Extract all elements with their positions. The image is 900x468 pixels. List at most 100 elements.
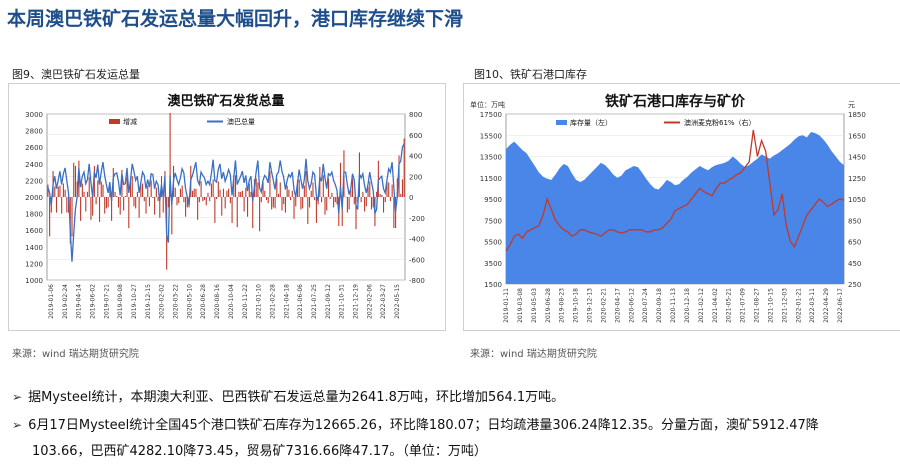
- bar-change: [352, 178, 354, 197]
- bar-change: [334, 197, 336, 203]
- bar-change: [326, 197, 328, 211]
- legend-label-total: 澳巴总量: [227, 117, 255, 126]
- x-tick-label: 2019-01-11: [503, 288, 510, 323]
- x-tick-label: 2020-02-02: [159, 284, 166, 319]
- bar-change: [109, 183, 111, 197]
- bar-change: [267, 197, 269, 204]
- bar-change: [336, 197, 338, 205]
- bar-change: [331, 192, 333, 197]
- x-tick-label: 2020-02-21: [600, 288, 607, 323]
- x-tick-label: 2021-10-31: [339, 284, 346, 319]
- bar-change: [152, 197, 154, 199]
- chart-title: 铁矿石港口库存与矿价: [605, 93, 746, 110]
- bar-change: [284, 197, 286, 213]
- y-left-tick-label: 2400: [25, 161, 43, 169]
- bar-change: [150, 180, 152, 197]
- bar-change: [233, 175, 235, 197]
- bar-change: [61, 197, 63, 214]
- y-right-tick-label: 1050: [848, 196, 866, 204]
- bar-change: [257, 182, 259, 197]
- bar-change: [169, 112, 171, 197]
- bar-change: [181, 185, 183, 197]
- bar-change: [197, 197, 199, 220]
- bar-change: [391, 184, 393, 197]
- y-left-tick-label: 1400: [25, 244, 43, 252]
- bar-change: [341, 197, 343, 227]
- bar-change: [105, 197, 107, 209]
- bar-change: [401, 179, 404, 197]
- bar-change: [314, 197, 316, 201]
- bar-change: [277, 193, 280, 197]
- x-tick-label: 2022-05-15: [394, 284, 401, 319]
- bar-change: [259, 197, 261, 232]
- x-tick-label: 2021-01-10: [256, 284, 263, 319]
- x-tick-label: 2020-05-10: [186, 284, 193, 319]
- bar-change: [364, 197, 366, 212]
- x-tick-label: 2020-04-17: [614, 288, 621, 323]
- x-tick-label: 2019-03-08: [517, 288, 524, 323]
- bar-change: [279, 182, 281, 197]
- bar-change: [393, 197, 395, 229]
- x-tick-label: 2020-09-18: [656, 288, 663, 323]
- bar-change: [262, 182, 264, 197]
- bar-change: [114, 191, 116, 197]
- y-left-tick-label: 13500: [480, 154, 502, 162]
- bar-change: [157, 197, 159, 202]
- bar-change: [365, 197, 367, 207]
- x-tick-label: 2020-11-22: [242, 284, 249, 319]
- area-inventory: [506, 132, 844, 284]
- x-tick-label: 2019-10-27: [131, 284, 138, 319]
- bar-change: [303, 185, 305, 197]
- bar-change: [236, 197, 238, 228]
- bar-change: [81, 183, 83, 197]
- bar-change: [295, 197, 297, 207]
- line-price: [505, 129, 845, 252]
- bullet-inventory: ➢ 6月17日Mysteel统计全国45个港口铁矿石库存为12665.26，环比降…: [12, 414, 819, 433]
- x-tick-label: 2022-04-29: [823, 288, 830, 323]
- bar-change: [221, 197, 223, 216]
- bar-change: [135, 197, 137, 209]
- bar-change: [202, 197, 204, 202]
- y-left-tick-label: 2000: [25, 194, 43, 202]
- legend-swatch-change: [109, 119, 120, 124]
- bar-change: [269, 171, 271, 197]
- y-left-tick-label: 1600: [25, 227, 43, 235]
- bar-change: [216, 197, 218, 200]
- bullet-inventory-cont: 103.66，巴西矿4282.10降73.45，贸易矿7316.66降47.17…: [32, 440, 487, 459]
- x-tick-label: 2021-04-02: [712, 288, 719, 323]
- bar-change: [240, 191, 242, 197]
- bar-change: [86, 191, 89, 197]
- x-tick-label: 2022-06-17: [837, 288, 844, 323]
- bar-change: [154, 197, 156, 215]
- arrow-bullet-icon: ➢: [12, 418, 23, 432]
- bar-change: [388, 182, 390, 197]
- bar-change: [228, 188, 230, 197]
- bar-change: [322, 175, 324, 197]
- x-tick-label: 2020-12-18: [684, 288, 691, 323]
- y-right-tick-label: -600: [409, 256, 425, 264]
- x-tick-label: 2020-08-16: [214, 284, 221, 319]
- bar-change: [193, 188, 195, 197]
- bar-change: [142, 183, 144, 197]
- bar-change: [229, 197, 231, 204]
- bar-change: [346, 197, 348, 213]
- bar-change: [369, 181, 371, 197]
- y-right-tick-label: 1850: [848, 111, 866, 119]
- chart-title: 澳巴铁矿石发货总量: [167, 93, 284, 109]
- bar-change: [159, 197, 161, 218]
- bar-change: [293, 197, 295, 219]
- bar-change: [310, 190, 312, 197]
- bar-change: [133, 197, 135, 207]
- legend-label-change: 增减: [123, 117, 137, 126]
- y-left-tick-label: 9500: [484, 196, 502, 204]
- bar-change: [300, 197, 302, 210]
- y-right-tick-label: 800: [409, 111, 422, 119]
- y-left-tick-label: 7500: [484, 217, 502, 225]
- x-tick-label: 2020-11-13: [670, 288, 677, 323]
- x-tick-label: 2021-10-15: [767, 288, 774, 323]
- bar-change: [400, 193, 402, 197]
- bar-change: [47, 184, 49, 197]
- bar-change: [272, 197, 274, 208]
- bar-change: [308, 197, 311, 208]
- bar-change: [55, 197, 58, 213]
